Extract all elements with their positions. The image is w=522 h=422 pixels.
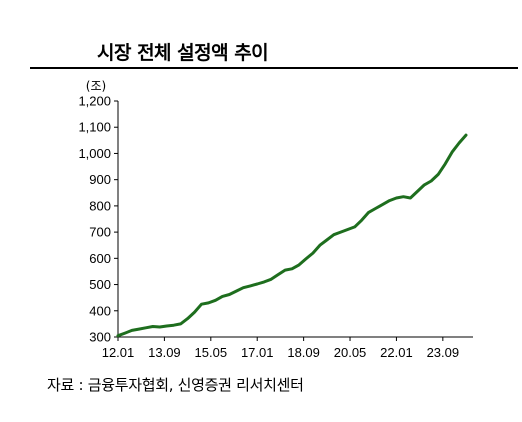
x-axis: 12.01 13.09 15.05 17.01 18.09 20.05 22.01 23.09 [102, 336, 473, 360]
y-axis: (조)1,200 1,100 1,000 900 800 700 600 500 400 300 [78, 79, 119, 345]
y-unit-label: (조) [86, 79, 106, 93]
x-tick-label: 15.05 [195, 345, 228, 360]
x-tick-label: 12.01 [102, 345, 135, 360]
y-tick-label: 800 [89, 198, 111, 213]
y-tick-label: 400 [89, 303, 111, 318]
y-tick-label: 600 [89, 251, 111, 266]
title-divider [30, 67, 518, 69]
y-tick-label: 1,200 [78, 94, 111, 109]
y-tick-label: 700 [89, 225, 111, 240]
source-note: 자료 : 금융투자협회, 신영증권 리서치센터 [47, 376, 304, 394]
x-tick-label: 17.01 [241, 345, 274, 360]
line-chart: (조)1,2001,1001,000900800700600500400300 … [78, 79, 473, 360]
chart-title: 시장 전체 설정액 추이 [97, 42, 269, 64]
x-tick-label: 20.05 [334, 345, 367, 360]
x-tick-label: 22.01 [380, 345, 413, 360]
series-line [116, 133, 468, 338]
y-tick-label: 500 [89, 277, 111, 292]
y-tick-label: 1,000 [78, 146, 111, 161]
y-tick-label: 1,100 [78, 120, 111, 135]
x-tick-label: 23.09 [427, 345, 460, 360]
y-tick-label: 300 [89, 330, 111, 345]
y-tick-label: 900 [89, 172, 111, 187]
x-tick-label: 13.09 [148, 345, 181, 360]
x-tick-label: 18.09 [287, 345, 320, 360]
